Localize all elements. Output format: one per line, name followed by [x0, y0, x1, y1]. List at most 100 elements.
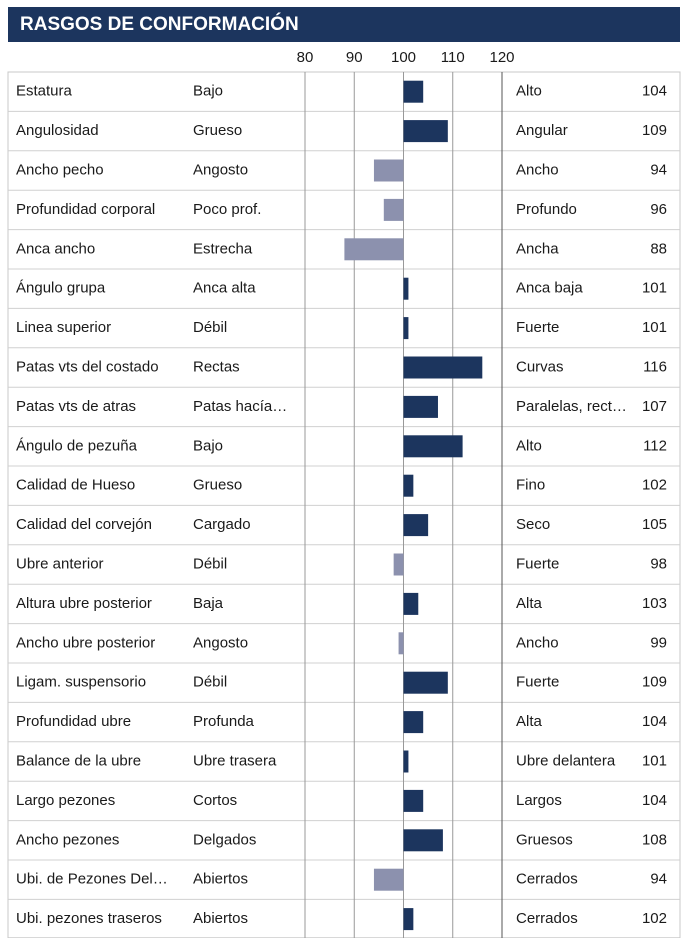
- bar: [403, 435, 463, 458]
- high-label: Ancho: [516, 634, 559, 651]
- high-label: Largos: [516, 792, 562, 809]
- trait-label: Estatura: [16, 83, 73, 100]
- bar: [403, 395, 438, 418]
- bar: [403, 514, 429, 537]
- low-label: Débil: [193, 555, 227, 572]
- value-label: 102: [642, 910, 667, 927]
- low-label: Angosto: [193, 634, 248, 651]
- trait-label: Ángulo de pezuña: [16, 437, 138, 454]
- bar: [383, 198, 404, 221]
- high-label: Fuerte: [516, 555, 559, 572]
- value-label: 88: [650, 240, 667, 257]
- x-tick-label: 110: [441, 49, 465, 66]
- value-label: 94: [650, 161, 667, 178]
- high-label: Alta: [516, 713, 543, 730]
- value-label: 109: [642, 674, 667, 691]
- trait-label: Ubi. pezones traseros: [16, 910, 162, 927]
- trait-label: Ancho ubre posterior: [16, 634, 155, 651]
- trait-label: Ancho pezones: [16, 831, 119, 848]
- bar: [403, 908, 414, 931]
- chart-title: RASGOS DE CONFORMACIÓN: [20, 13, 299, 35]
- low-label: Grueso: [193, 477, 242, 494]
- value-label: 96: [650, 201, 667, 218]
- trait-label: Angulosidad: [16, 122, 99, 139]
- bar: [398, 632, 404, 655]
- bar: [373, 868, 404, 891]
- high-label: Seco: [516, 516, 550, 533]
- bar: [373, 159, 404, 182]
- low-label: Angosto: [193, 161, 248, 178]
- value-label: 109: [642, 122, 667, 139]
- trait-label: Largo pezones: [16, 792, 115, 809]
- trait-label: Calidad de Hueso: [16, 477, 135, 494]
- low-label: Bajo: [193, 83, 223, 100]
- trait-label: Ubre anterior: [16, 555, 104, 572]
- value-label: 94: [650, 871, 667, 888]
- low-label: Débil: [193, 319, 227, 336]
- bar: [403, 474, 414, 497]
- low-label: Estrecha: [193, 240, 253, 257]
- low-label: Delgados: [193, 831, 256, 848]
- value-label: 99: [650, 634, 667, 651]
- value-label: 108: [642, 831, 667, 848]
- high-label: Curvas: [516, 358, 564, 375]
- value-label: 101: [642, 752, 667, 769]
- trait-label: Anca ancho: [16, 240, 95, 257]
- trait-label: Ubi. de Pezones Del…: [16, 871, 168, 888]
- low-label: Débil: [193, 674, 227, 691]
- trait-label: Calidad del corvejón: [16, 516, 152, 533]
- low-label: Cargado: [193, 516, 251, 533]
- bar: [403, 277, 409, 300]
- trait-label: Profundidad corporal: [16, 201, 155, 218]
- high-label: Fino: [516, 477, 545, 494]
- bar: [403, 750, 409, 773]
- high-label: Profundo: [516, 201, 577, 218]
- bar: [403, 829, 443, 852]
- trait-label: Patas vts del costado: [16, 358, 159, 375]
- value-label: 105: [642, 516, 667, 533]
- bar: [403, 317, 409, 340]
- value-label: 103: [642, 595, 667, 612]
- bar: [403, 120, 448, 143]
- bar: [393, 553, 404, 576]
- low-label: Cortos: [193, 792, 237, 809]
- value-label: 104: [642, 83, 667, 100]
- trait-label: Linea superior: [16, 319, 111, 336]
- trait-label: Ligam. suspensorio: [16, 674, 146, 691]
- high-label: Paralelas, rect…: [516, 398, 627, 415]
- low-label: Grueso: [193, 122, 242, 139]
- trait-label: Ángulo grupa: [16, 280, 106, 297]
- low-label: Rectas: [193, 358, 240, 375]
- high-label: Angular: [516, 122, 568, 139]
- value-label: 98: [650, 555, 667, 572]
- value-label: 104: [642, 713, 667, 730]
- low-label: Baja: [193, 595, 224, 612]
- bar: [403, 711, 424, 734]
- low-label: Bajo: [193, 437, 223, 454]
- trait-label: Ancho pecho: [16, 161, 104, 178]
- x-tick-label: 120: [489, 49, 514, 66]
- low-label: Anca alta: [193, 280, 256, 297]
- low-label: Abiertos: [193, 910, 248, 927]
- low-label: Abiertos: [193, 871, 248, 888]
- bar: [403, 592, 419, 615]
- trait-label: Patas vts de atras: [16, 398, 136, 415]
- low-label: Profunda: [193, 713, 255, 730]
- value-label: 101: [642, 280, 667, 297]
- high-label: Cerrados: [516, 910, 578, 927]
- trait-label: Altura ubre posterior: [16, 595, 152, 612]
- high-label: Ancho: [516, 161, 559, 178]
- value-label: 107: [642, 398, 667, 415]
- high-label: Gruesos: [516, 831, 573, 848]
- value-label: 101: [642, 319, 667, 336]
- low-label: Patas hacía…: [193, 398, 287, 415]
- high-label: Fuerte: [516, 674, 559, 691]
- x-tick-label: 90: [346, 49, 363, 66]
- high-label: Alta: [516, 595, 543, 612]
- x-tick-label: 80: [297, 49, 314, 66]
- bar: [403, 356, 483, 379]
- value-label: 102: [642, 477, 667, 494]
- high-label: Ubre delantera: [516, 752, 616, 769]
- high-label: Ancha: [516, 240, 559, 257]
- low-label: Poco prof.: [193, 201, 261, 218]
